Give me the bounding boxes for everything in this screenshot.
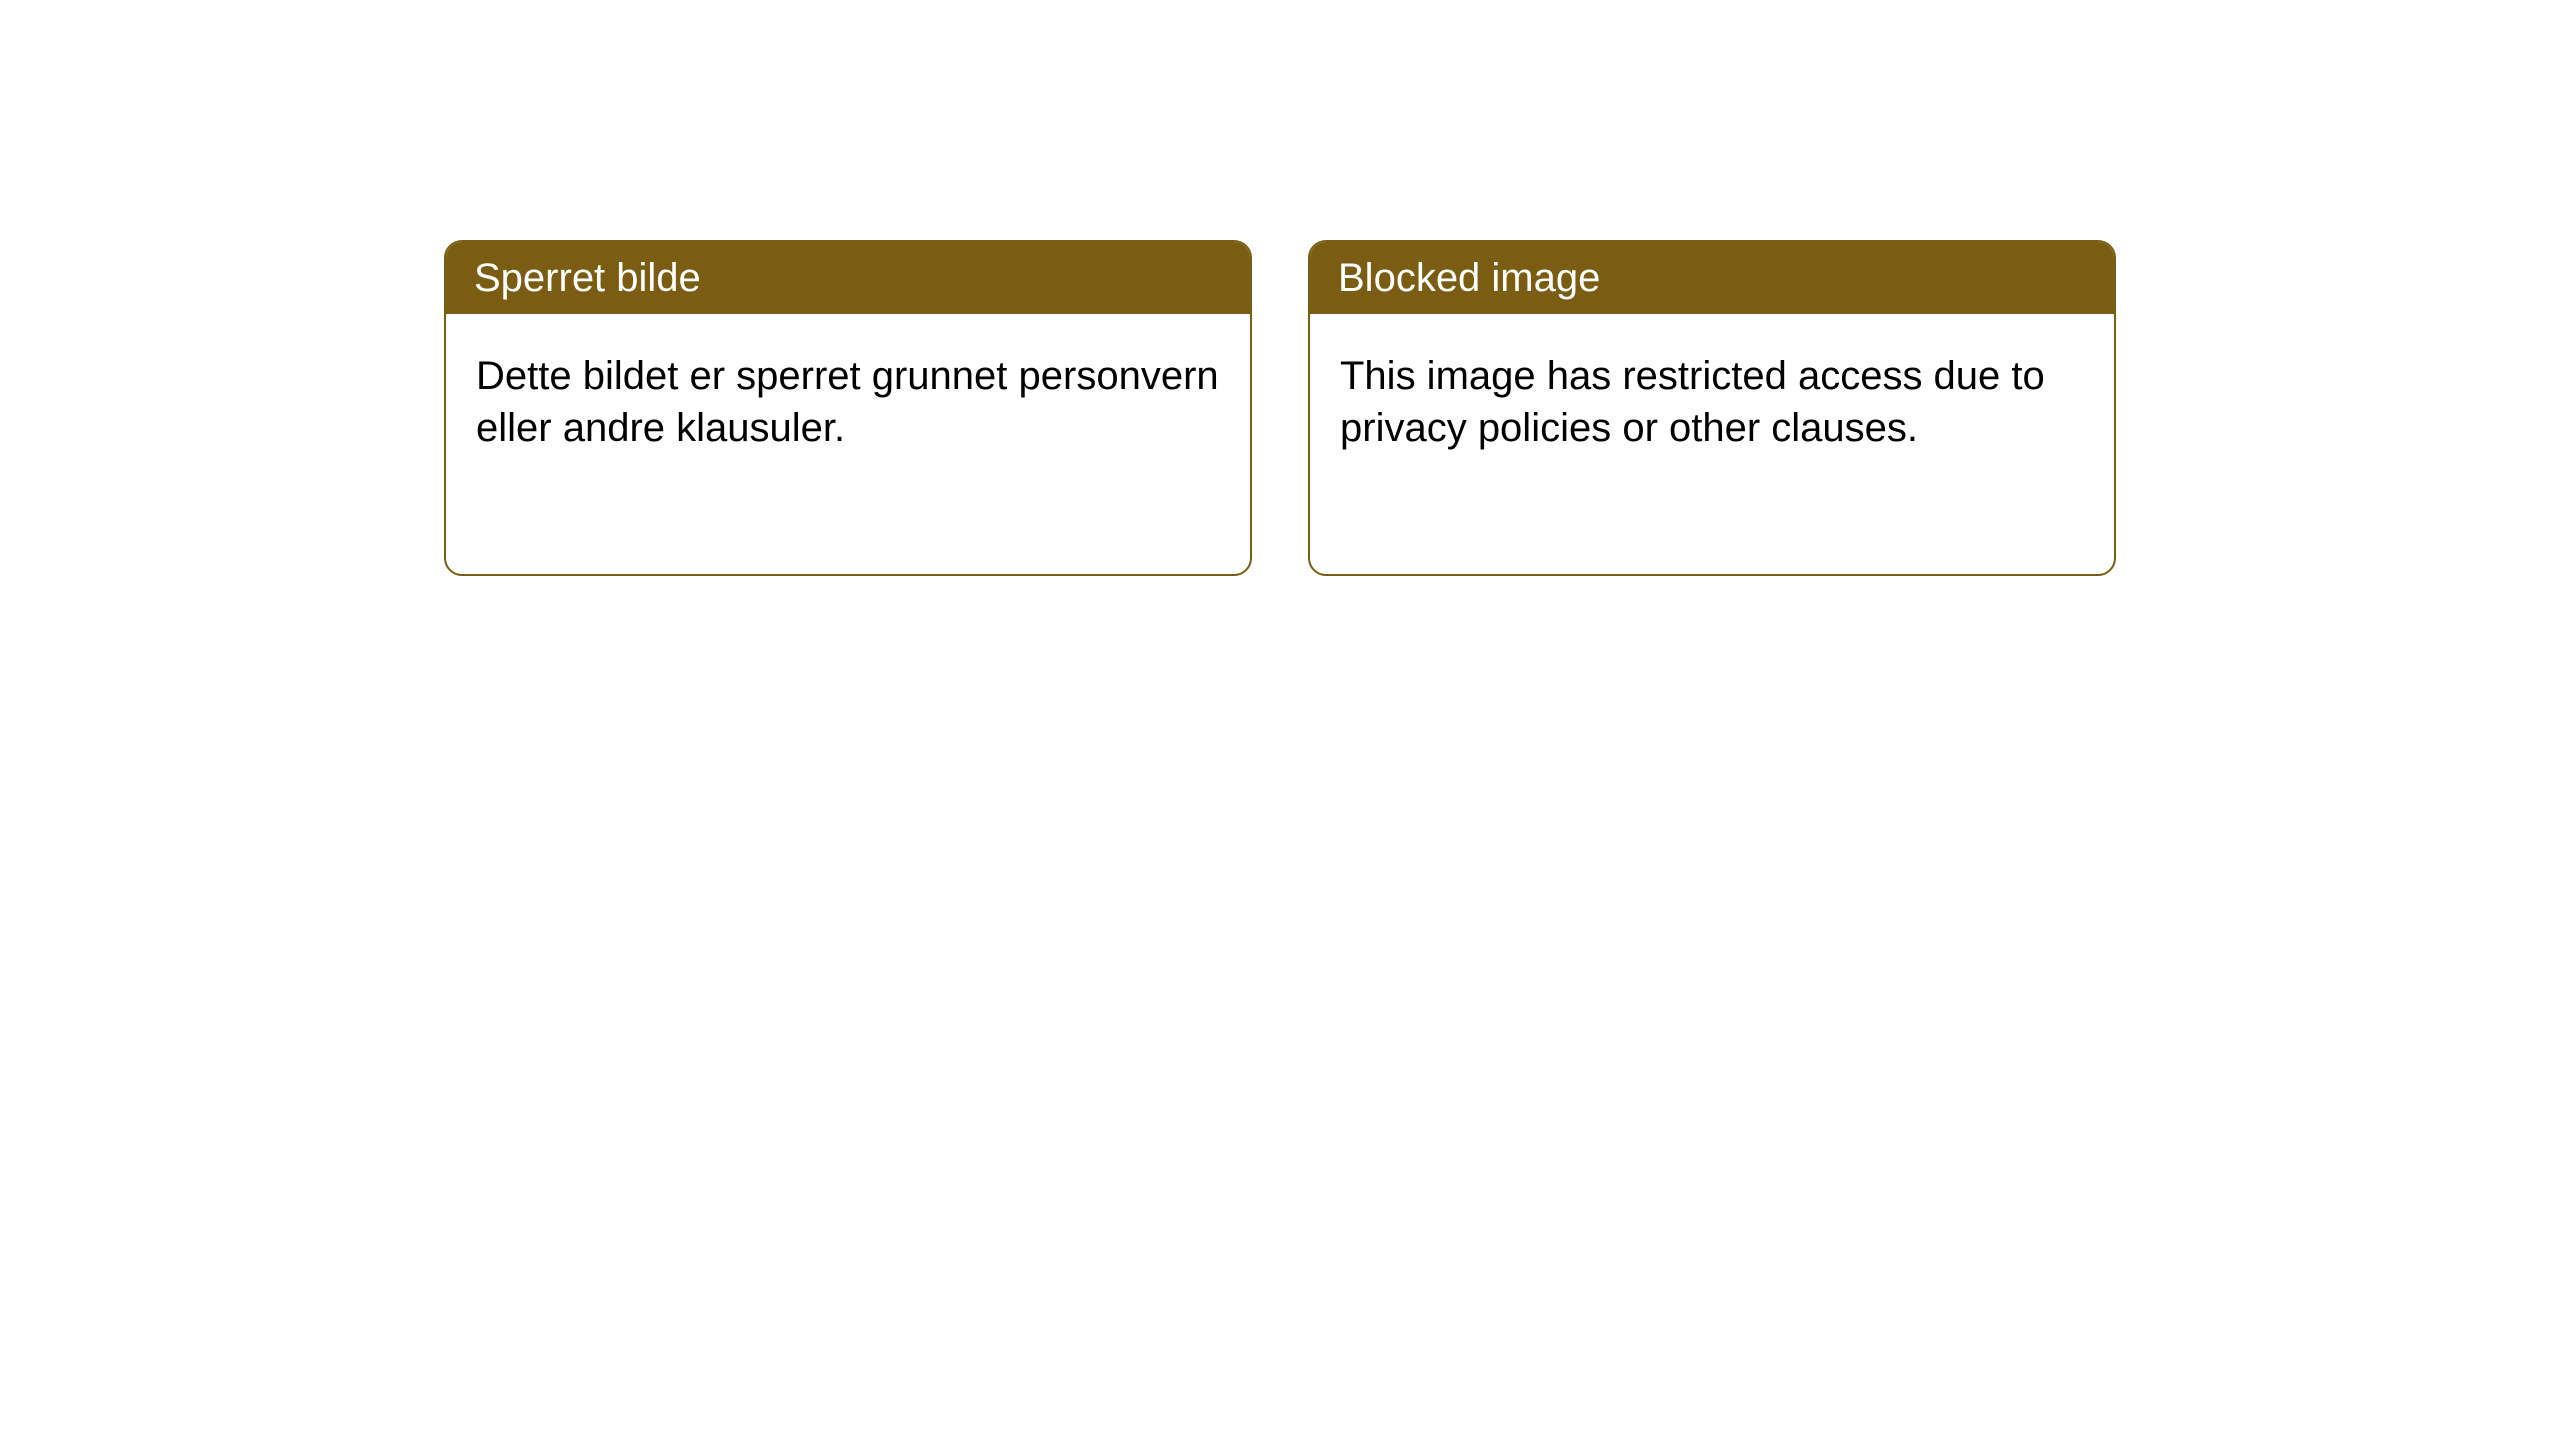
card-body-english: This image has restricted access due to … — [1310, 314, 2114, 490]
card-title: Sperret bilde — [474, 256, 701, 300]
card-container: Sperret bilde Dette bildet er sperret gr… — [444, 240, 2116, 576]
card-header-english: Blocked image — [1310, 242, 2114, 314]
card-title: Blocked image — [1338, 256, 1600, 300]
card-body-text: This image has restricted access due to … — [1340, 354, 2045, 450]
card-header-norwegian: Sperret bilde — [446, 242, 1250, 314]
card-norwegian: Sperret bilde Dette bildet er sperret gr… — [444, 240, 1252, 576]
card-body-norwegian: Dette bildet er sperret grunnet personve… — [446, 314, 1250, 490]
card-english: Blocked image This image has restricted … — [1308, 240, 2116, 576]
card-body-text: Dette bildet er sperret grunnet personve… — [476, 354, 1219, 450]
